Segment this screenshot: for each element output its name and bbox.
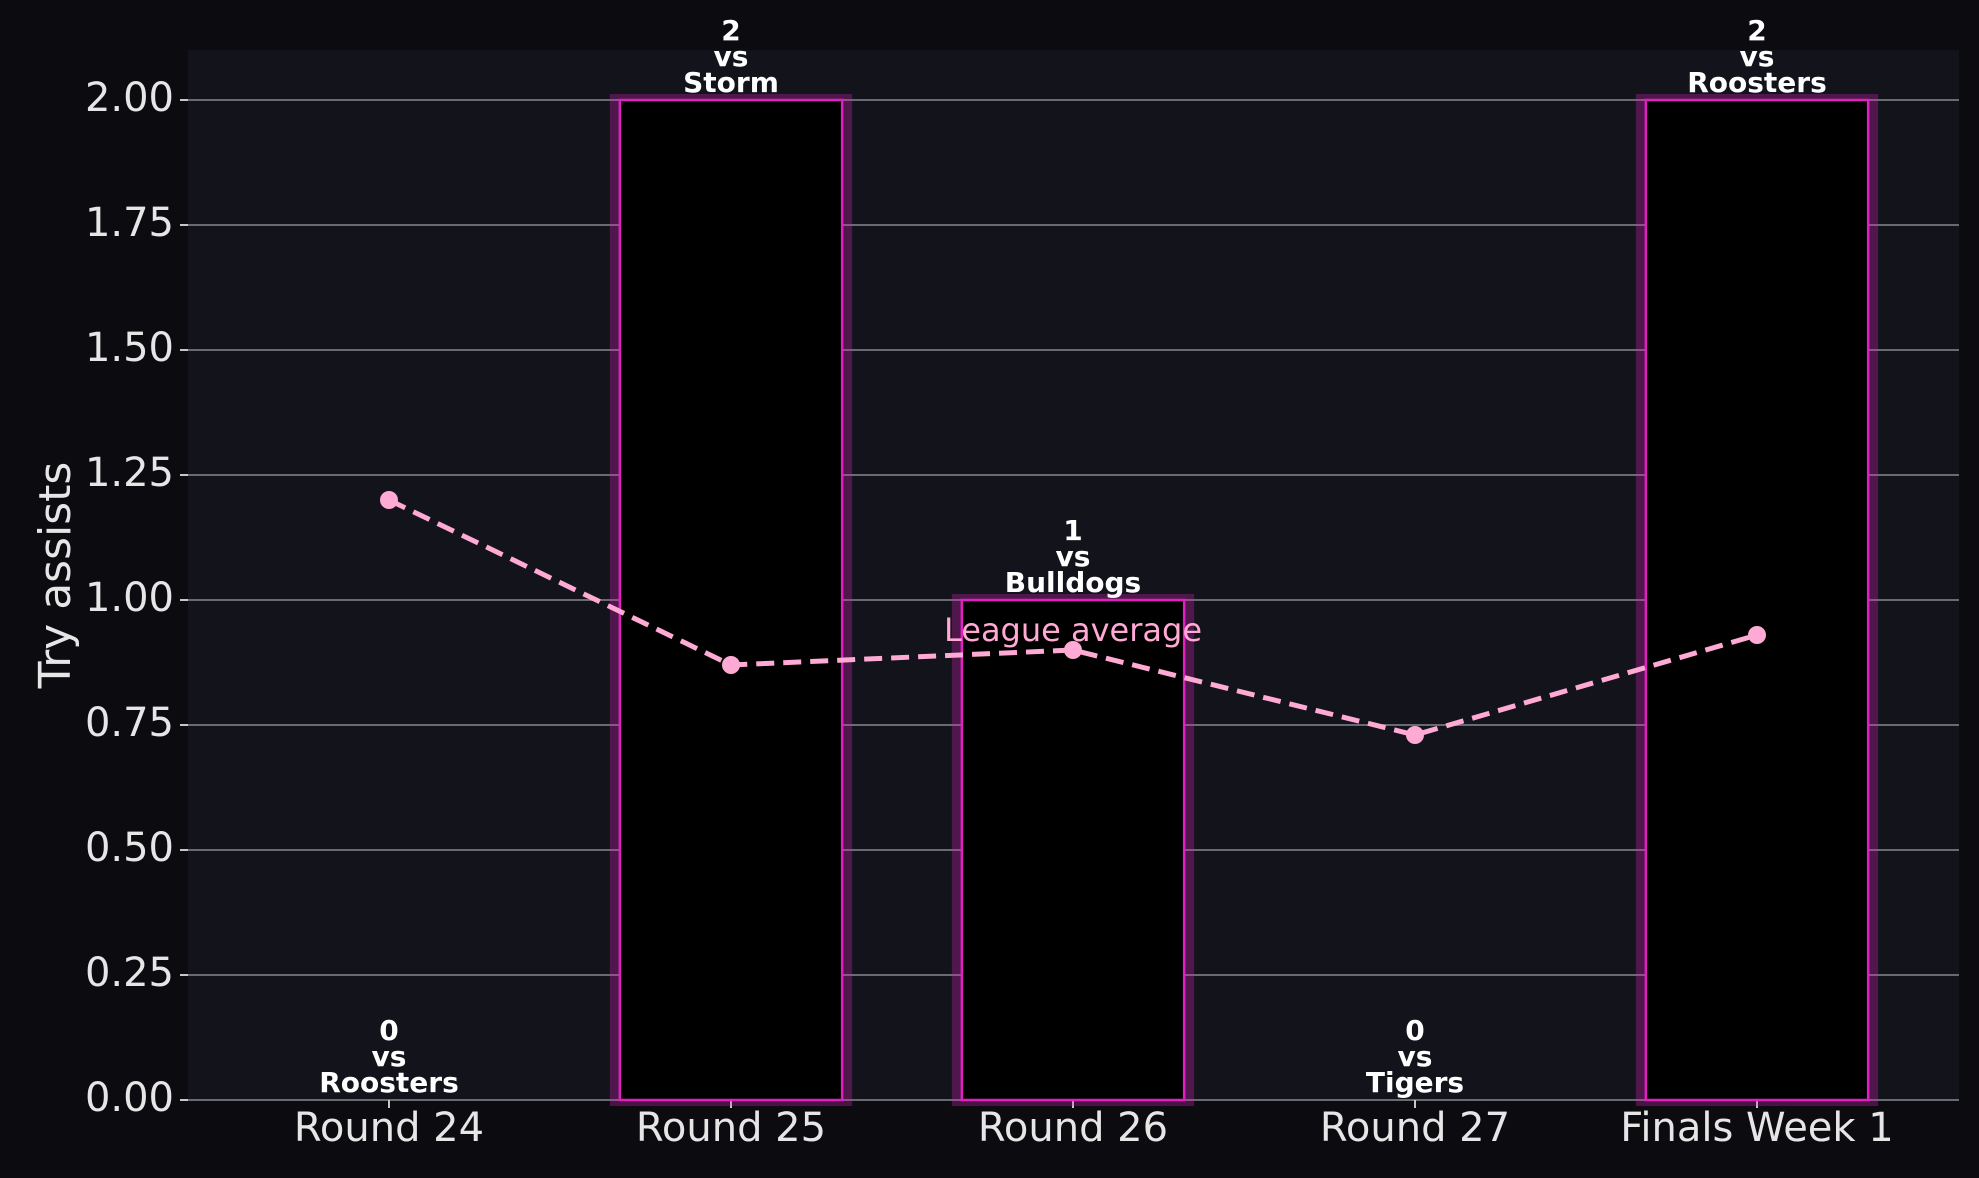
average-point [722,656,740,674]
x-tick-label: Round 27 [1320,1105,1510,1151]
y-axis-label: Try assists [30,462,81,690]
value-label: 1 vs Bulldogs [1005,514,1141,599]
y-tick-label: 0.25 [85,950,174,996]
bar [1644,98,1870,1102]
y-tick-label: 2.00 [85,75,174,121]
value-label: 0 vs Tigers [1366,1014,1464,1099]
x-tick-label: Round 24 [294,1105,484,1151]
bar [618,98,844,1102]
y-tick-label: 1.75 [85,200,174,246]
y-tick-label: 1.25 [85,450,174,496]
x-tick-label: Finals Week 1 [1620,1105,1894,1151]
y-tick-label: 1.00 [85,575,174,621]
line-annotation: League average [944,611,1202,649]
y-tick-label: 0.00 [85,1075,174,1121]
value-label: 0 vs Roosters [319,1014,459,1099]
value-label: 2 vs Roosters [1687,14,1827,99]
average-point [380,491,398,509]
average-line [387,497,1758,738]
average-point [1064,641,1082,659]
x-tick-label: Round 25 [636,1105,826,1151]
average-point [1748,626,1766,644]
x-tick-label: Round 26 [978,1105,1168,1151]
y-tick-label: 0.50 [85,825,174,871]
bar [960,598,1186,1102]
average-point [1406,726,1424,744]
y-tick-label: 0.75 [85,700,174,746]
value-label: 2 vs Storm [683,14,779,99]
y-tick-label: 1.50 [85,325,174,371]
